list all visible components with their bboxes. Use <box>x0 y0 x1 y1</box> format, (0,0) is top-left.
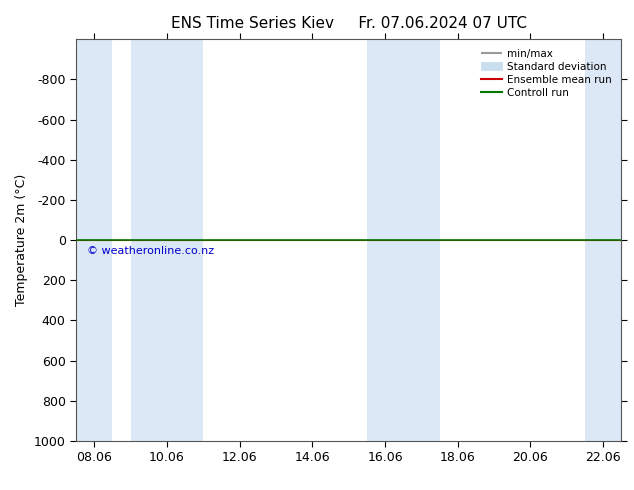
Bar <box>131 39 204 441</box>
Bar <box>367 39 439 441</box>
Y-axis label: Temperature 2m (°C): Temperature 2m (°C) <box>15 174 29 306</box>
Bar <box>76 39 112 441</box>
Legend: min/max, Standard deviation, Ensemble mean run, Controll run: min/max, Standard deviation, Ensemble me… <box>477 45 616 102</box>
Bar <box>585 39 621 441</box>
Text: © weatheronline.co.nz: © weatheronline.co.nz <box>87 246 214 256</box>
Title: ENS Time Series Kiev     Fr. 07.06.2024 07 UTC: ENS Time Series Kiev Fr. 07.06.2024 07 U… <box>171 16 527 31</box>
